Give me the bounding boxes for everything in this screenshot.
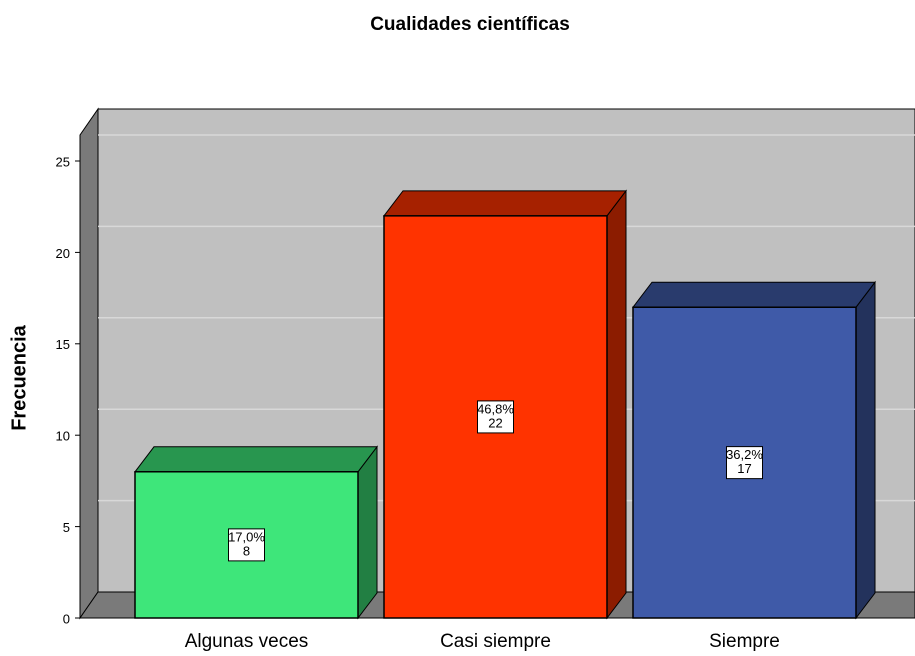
percentage-label: 36,2%	[726, 447, 763, 462]
bar-side	[357, 445, 378, 620]
x-tick-label: Algunas veces	[185, 631, 309, 652]
value-label-box	[228, 528, 265, 562]
y-tick-label: 5	[63, 520, 70, 535]
bar-top	[382, 190, 628, 217]
percentage-label: 46,8%	[477, 401, 514, 416]
value-label-box	[477, 400, 514, 434]
y-tick-label: 15	[56, 337, 70, 352]
value-label: 8	[243, 543, 250, 558]
bar-side	[855, 280, 876, 620]
value-label: 22	[488, 415, 502, 430]
x-tick-label: Siempre	[709, 631, 780, 652]
value-label-box	[726, 446, 763, 480]
percentage-label: 17,0%	[228, 529, 265, 544]
value-label: 17	[737, 461, 751, 476]
bar-side	[606, 189, 627, 620]
bar-top	[631, 281, 877, 308]
y-tick-label: 25	[56, 154, 70, 169]
left-wall	[79, 107, 99, 620]
bar-top	[133, 446, 379, 473]
y-tick-label: 20	[56, 246, 70, 261]
y-tick-label: 0	[63, 611, 70, 626]
y-tick-label: 10	[56, 429, 70, 444]
bar	[383, 215, 608, 619]
y-axis-title: Frecuencia	[8, 324, 30, 430]
x-tick-label: Casi siempre	[440, 631, 551, 652]
chart-title: Cualidades científicas	[370, 14, 570, 35]
